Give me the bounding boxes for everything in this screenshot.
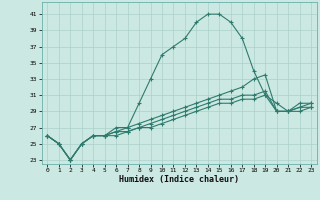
X-axis label: Humidex (Indice chaleur): Humidex (Indice chaleur) (119, 175, 239, 184)
